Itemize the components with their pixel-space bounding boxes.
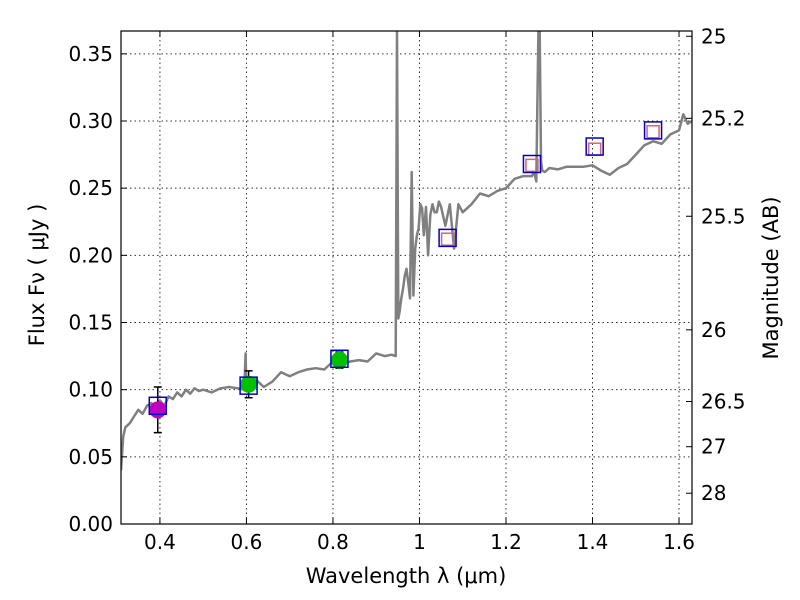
y2-axis-label: Magnitude (AB): [759, 196, 783, 359]
model-point: [239, 376, 258, 395]
y2-tick-label: 25: [701, 24, 726, 48]
y-tick-label: 0.25: [68, 176, 113, 200]
x-tick-label: 1.6: [663, 530, 695, 554]
y-tick-label: 0.15: [68, 311, 113, 335]
x-tick-label: 0.4: [144, 530, 176, 554]
x-tick-label: 1.4: [577, 530, 609, 554]
y-tick-label: 0.05: [68, 445, 113, 469]
upper-limit-point: [525, 158, 539, 173]
y-tick-label: 0.10: [68, 378, 113, 402]
model-point: [148, 396, 168, 416]
observed-point: [330, 351, 348, 369]
points-layer: [148, 121, 663, 434]
upper-limit-point: [646, 124, 660, 139]
x-tick-label: 1.2: [490, 530, 522, 554]
y2-tick-label: 25.5: [701, 204, 746, 228]
y-tick-label: 0.30: [68, 109, 113, 133]
upper-limit-point: [587, 142, 602, 156]
y-tick-label: 0.35: [68, 42, 113, 66]
y2-tick-label: 28: [701, 481, 726, 505]
y2-tick-label: 26: [701, 318, 726, 342]
model-point: [330, 349, 349, 369]
ticks-layer: 0.4 0.6 0.8 1 1.2 1.4 1.6 0.00 0.05 0.10 0.15 0.20 0…: [68, 24, 745, 554]
y2-tick-label: 25.2: [701, 106, 746, 130]
model-point: [643, 121, 663, 140]
observed-point: [149, 401, 167, 419]
observed-point: [240, 375, 258, 393]
model-point: [585, 137, 604, 156]
plot-frame: [120, 30, 693, 525]
y-tick-label: 0.00: [68, 512, 113, 536]
x-tick-label: 1: [413, 530, 426, 554]
y-tick-label: 0.20: [68, 243, 113, 267]
y2-tick-label: 27: [701, 435, 726, 459]
model-point: [522, 154, 542, 174]
spectrum-layer: [121, 31, 692, 471]
x-tick-label: 0.6: [231, 530, 263, 554]
upper-limit-point: [440, 232, 455, 246]
y-axis-label: Flux Fν ( μJy ): [25, 204, 49, 347]
model-point: [438, 228, 457, 248]
spectrum-line: [121, 31, 692, 471]
y2-tick-label: 26.5: [701, 389, 746, 413]
x-axis-label: Wavelength λ (μm): [306, 564, 507, 588]
x-tick-label: 0.8: [317, 530, 349, 554]
